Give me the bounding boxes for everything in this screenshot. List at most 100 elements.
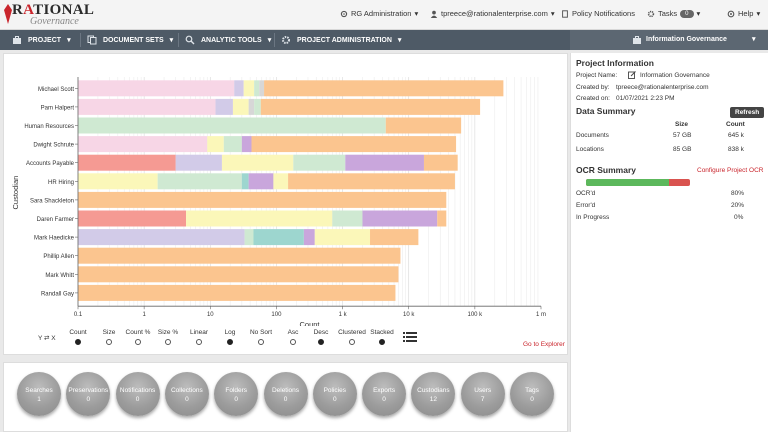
- chart-panel: Michael Scott Pam Halpert Human Resources D…: [3, 53, 568, 355]
- option-radio[interactable]: [135, 339, 141, 345]
- nav-project-administration[interactable]: PROJECT ADMINISTRATION ▾: [281, 30, 401, 50]
- stat-policies-button[interactable]: Policies 0: [312, 372, 357, 416]
- bar-segment: [251, 136, 457, 153]
- stat-users-button[interactable]: Users 7: [460, 372, 505, 416]
- nav-analytic-tools[interactable]: ANALYTIC TOOLS ▾: [185, 30, 271, 50]
- nav-document-sets[interactable]: DOCUMENT SETS ▾: [87, 30, 173, 50]
- x-tick-label: 10: [207, 312, 214, 318]
- locations-count: 838 k: [728, 146, 744, 153]
- policy-label: Policy Notifications: [572, 9, 635, 18]
- policy-notifications-link[interactable]: Policy Notifications: [561, 9, 635, 18]
- option-label: Asc: [287, 329, 299, 336]
- stat-searches-button[interactable]: Searches 1: [17, 372, 61, 416]
- bar-segment: [260, 98, 481, 115]
- nav-analytic-tools-label: ANALYTIC TOOLS: [201, 36, 262, 44]
- option-radio[interactable]: [290, 339, 296, 345]
- option-radio[interactable]: [165, 339, 171, 345]
- created-on-label: Created on:: [576, 95, 610, 102]
- bar-segment: [244, 229, 254, 246]
- x-tick-label: 100: [271, 312, 282, 318]
- option-label: Count: [69, 329, 87, 336]
- stat-value: 0: [135, 396, 140, 403]
- stat-tags-button[interactable]: Tags 0: [510, 372, 554, 416]
- option-label: Log: [224, 329, 236, 336]
- copy-icon: [87, 35, 97, 45]
- created-by-label: Created by:: [576, 84, 610, 91]
- chevron-down-icon: ▾: [550, 9, 555, 18]
- logo-primary: RATIONAL: [12, 2, 95, 18]
- stat-value: 0: [382, 396, 386, 403]
- chevron-down-icon: ▾: [67, 37, 71, 44]
- stat-label: Notifications: [119, 387, 156, 394]
- category-label: Dwight Schrute: [33, 143, 74, 149]
- option-radio[interactable]: [227, 339, 233, 345]
- stat-value: 0: [530, 396, 534, 403]
- option-radio[interactable]: [106, 339, 112, 345]
- swap-axes-button[interactable]: Y ⇄ X: [38, 335, 56, 342]
- x-tick-label: 1 k: [339, 312, 348, 318]
- tasks-menu[interactable]: Tasks 0 ▾: [647, 9, 700, 18]
- ocr-progress-fill: [586, 179, 670, 186]
- logo[interactable]: RATIONAL Governance: [4, 2, 94, 28]
- ocr-summary-title: OCR Summary: [576, 165, 636, 175]
- stat-preservations-button[interactable]: Preservations 0: [66, 372, 111, 416]
- stat-exports-button[interactable]: Exports 0: [362, 372, 407, 416]
- stat-label: Users: [474, 387, 492, 394]
- bar-segment: [314, 229, 371, 246]
- option-radio[interactable]: [196, 339, 202, 345]
- category-label: Mark Whitt: [45, 273, 74, 279]
- stat-label: Preservations: [68, 387, 109, 394]
- stat-value: 1: [37, 396, 41, 403]
- project-name-label: Project Name:: [576, 72, 618, 79]
- bar-segment: [243, 80, 255, 97]
- briefcase-icon: [633, 36, 641, 44]
- stat-value: 0: [332, 396, 337, 403]
- user-email: tpreece@rationalenterprise.com: [441, 9, 548, 18]
- help-label: Help: [738, 9, 754, 18]
- option-radio[interactable]: [349, 339, 355, 345]
- bar-segment: [223, 136, 242, 153]
- chevron-down-icon: ▾: [169, 37, 174, 44]
- option-radio[interactable]: [318, 339, 324, 345]
- bar-segment: [157, 173, 242, 190]
- chevron-down-icon: ▾: [414, 9, 419, 18]
- bar-segment: [385, 117, 462, 134]
- help-menu[interactable]: Help ▾: [727, 9, 760, 18]
- stat-deletions-button[interactable]: Deletions 0: [263, 372, 308, 416]
- stat-label: Deletions: [271, 387, 300, 394]
- help-icon: [727, 10, 735, 17]
- bar-segment: [234, 80, 244, 97]
- option-radio[interactable]: [379, 339, 385, 345]
- stat-label: Collections: [170, 387, 203, 394]
- category-label: HR Hiring: [48, 180, 74, 186]
- stat-custodians-button[interactable]: Custodians 12: [411, 372, 456, 416]
- category-label: Daren Farmer: [37, 217, 74, 223]
- locations-label: Locations: [576, 146, 604, 153]
- stat-value: 7: [480, 396, 485, 403]
- option-radio[interactable]: [258, 339, 264, 345]
- org-menu[interactable]: RG Administration ▾: [340, 9, 418, 18]
- user-menu[interactable]: tpreece@rationalenterprise.com ▾: [430, 9, 555, 18]
- bar-segment: [78, 284, 396, 301]
- stat-collections-button[interactable]: Collections 0: [164, 372, 209, 416]
- stat-value: 12: [429, 396, 437, 403]
- edit-icon[interactable]: [628, 71, 636, 79]
- stat-notifications-button[interactable]: Notifications 0: [115, 372, 160, 416]
- stat-folders-button[interactable]: Folders 0: [214, 372, 259, 416]
- option-radio[interactable]: [75, 339, 81, 345]
- x-tick-label: 1 m: [536, 312, 546, 318]
- errord-value: 20%: [731, 202, 745, 209]
- refresh-button[interactable]: Refresh: [730, 107, 765, 118]
- bar-segment: [78, 117, 386, 134]
- col-count-header: Count: [726, 121, 745, 128]
- configure-ocr-link[interactable]: Configure Project OCR: [697, 167, 764, 174]
- nav-project[interactable]: PROJECT ▾: [12, 30, 71, 50]
- current-project-selector[interactable]: Information Governance ▾: [570, 30, 768, 50]
- tasks-count-badge: 0: [680, 9, 694, 18]
- list-view-icon[interactable]: [403, 332, 417, 342]
- option-label: Linear: [189, 329, 209, 336]
- category-label: Sara Shackleton: [30, 198, 74, 204]
- category-label: Randall Gay: [41, 291, 74, 297]
- nav-divider: [80, 33, 81, 47]
- go-to-explorer-link[interactable]: Go to Explorer: [523, 341, 565, 348]
